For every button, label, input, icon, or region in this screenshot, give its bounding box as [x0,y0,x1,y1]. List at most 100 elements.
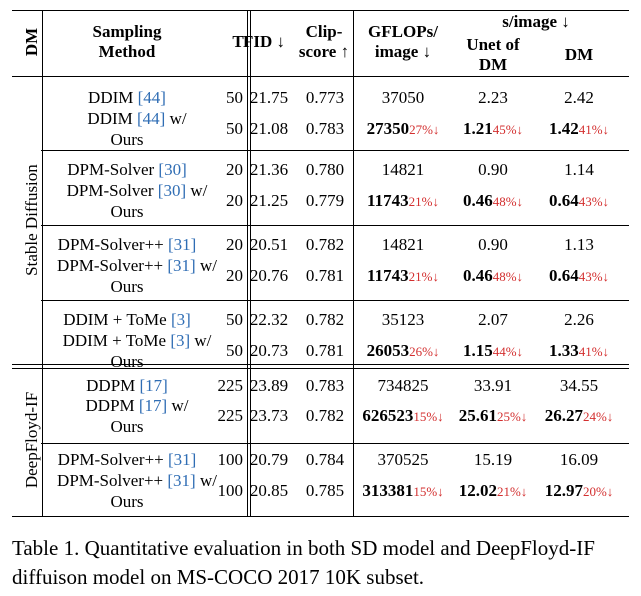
dm-value: 0.64 [548,266,579,285]
citation-link: [44] [137,88,166,107]
dm-value: 1.13 [564,235,594,254]
vrule-t-b [250,10,251,517]
method-text: DPM-Solver++ [57,256,168,275]
cell-gflops: 1174321%↓ [367,266,439,287]
double-rule-a [12,364,629,365]
top-rule [12,10,629,11]
gflops-reduction: 27%↓ [409,122,440,137]
method-name: DPM-Solver++ [31] w/ [57,471,217,491]
gflops-value: 26053 [366,341,410,360]
method-name: DPM-Solver++ [31] [58,450,197,470]
method-text: DDPM [86,376,140,395]
gflops-value: 14821 [381,160,425,179]
header-clip-line1: Clip- [305,22,343,41]
cell-t: 50 [226,341,243,360]
dm-value: 0.64 [548,191,579,210]
gflops-reduction: 15%↓ [413,409,444,424]
cell-unet: 15.19 [474,450,512,470]
method-name: DDPM [17] w/ [86,396,189,416]
unet-reduction: 21%↓ [496,484,528,499]
unet-value: 1.15 [462,341,493,360]
method-suffix: w/ [190,331,212,350]
cell-fid: 21.08 [249,119,289,138]
dm-value: 2.26 [564,310,594,329]
method-ours: Ours [110,352,144,371]
unet-value: 0.90 [478,160,508,179]
cell-clip: 0.773 [305,88,345,107]
citation-link: [44] [137,109,166,128]
gflops-reduction: 21%↓ [408,269,439,284]
cell-dm: 0.6443%↓ [549,266,609,287]
dm-group-label: DeepFloyd-IF [22,391,41,489]
cell-t: 100 [217,481,244,500]
method-name: DDPM [17] [86,376,168,396]
unet-value: 15.19 [473,450,513,469]
unet-value: 33.91 [473,376,513,395]
unet-value: 25.61 [458,406,497,425]
group-rule-3 [41,300,629,301]
method-suffix: w/ [195,256,217,275]
cell-fid: 20.85 [249,481,289,500]
method-text: DDIM + ToMe [63,310,171,329]
vrule-t-a [247,10,248,517]
gflops-value: 734825 [377,376,429,395]
bottom-rule [12,516,629,517]
unet-value: 2.23 [478,88,508,107]
cell-fid: 20.51 [249,235,289,254]
method-ours: Ours [110,130,144,149]
unet-value: 0.46 [462,266,493,285]
citation-link: [17] [138,396,168,415]
gflops-value: 35123 [381,310,425,329]
cell-clip: 0.780 [305,160,345,179]
cell-gflops: 31338115%↓ [362,481,443,502]
unet-reduction: 48%↓ [492,194,524,209]
cell-clip: 0.784 [305,450,345,469]
method-ours: Ours [110,492,144,511]
method-ours: Ours [110,277,144,296]
dm-value: 12.97 [544,481,583,500]
gflops-reduction: 21%↓ [408,194,439,209]
method-name: DPM-Solver++ [31] [58,235,197,255]
double-rule-b [12,368,629,369]
cell-unet: 25.6125%↓ [459,406,528,427]
method-ours: Ours [110,202,144,221]
gflops-reduction: 15%↓ [413,484,444,499]
method-text: DDIM [87,109,138,128]
method-suffix: w/ [165,109,187,128]
cell-t: 50 [226,310,243,329]
method-text: DDIM [88,88,138,107]
method-ours: Ours [110,417,144,436]
header-method-line1: Sampling [92,22,162,41]
cell-clip: 0.783 [305,119,345,138]
method-name: DPM-Solver++ [31] w/ [57,256,217,276]
cell-unet: 0.90 [478,160,508,180]
gflops-value: 27350 [366,119,410,138]
gflops-value: 11743 [367,191,409,210]
cell-unet: 12.0221%↓ [459,481,528,502]
cell-t: 20 [226,235,243,254]
citation-link: [3] [170,331,191,350]
cell-fid: 21.25 [249,191,289,210]
cell-dm: 2.26 [564,310,594,330]
header-gflops-line1: GFLOPs/ [368,22,438,41]
dm-reduction: 43%↓ [578,269,610,284]
cell-dm: 0.6443%↓ [549,191,609,212]
method-suffix: w/ [167,396,189,415]
cell-unet: 33.91 [474,376,512,396]
cell-gflops: 14821 [382,235,425,255]
group-rule-2 [41,225,629,226]
cell-fid: 23.73 [249,406,289,425]
vrule-dm [42,10,43,517]
group-rule-1 [41,150,629,151]
dm-reduction: 24%↓ [582,409,614,424]
cell-fid: 20.79 [249,450,289,469]
method-text: DPM-Solver [67,160,159,179]
unet-reduction: 48%↓ [492,269,524,284]
header-s-per-image: s/image ↓ [502,12,570,31]
cell-clip: 0.785 [305,481,345,500]
dm-reduction: 20%↓ [582,484,614,499]
gflops-value: 626523 [362,406,414,425]
citation-link: [31] [167,471,196,490]
cell-unet: 0.4648%↓ [463,191,523,212]
cell-fid: 22.32 [249,310,289,329]
